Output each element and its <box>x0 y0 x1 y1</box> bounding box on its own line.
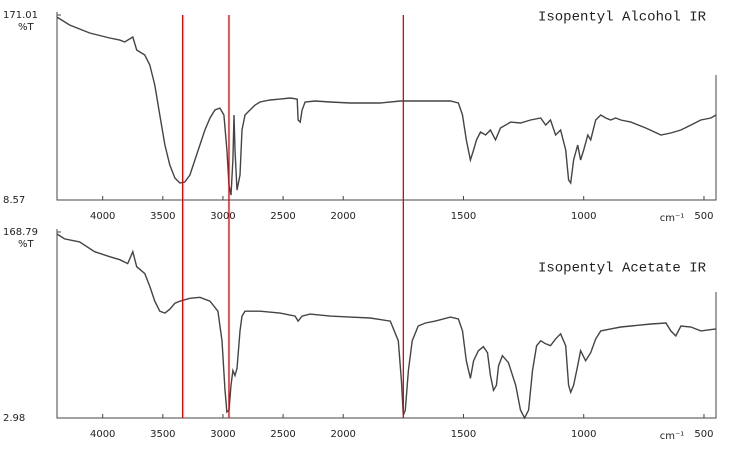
y-axis-label: %T <box>18 22 35 33</box>
x-tick-label: 1000 <box>571 429 596 440</box>
plot-frame <box>56 229 717 419</box>
chart-title: Isopentyl Alcohol IR <box>538 10 707 26</box>
y-tick-label: 8.57 <box>3 195 25 206</box>
y-axis-label: %T <box>18 239 35 250</box>
x-tick-label: 2500 <box>270 211 295 222</box>
y-tick-label: 171.01 <box>3 10 38 21</box>
y-tick-label: 2.98 <box>3 413 25 424</box>
x-tick-label: 500 <box>694 429 713 440</box>
plot-frame <box>56 12 717 201</box>
x-tick-label: 2000 <box>330 429 355 440</box>
x-tick-label: 2500 <box>270 429 295 440</box>
x-axis-label: cm⁻¹ <box>660 213 685 224</box>
spectrum-line <box>56 233 717 420</box>
x-tick-label: 3500 <box>150 429 175 440</box>
x-tick-label: 3000 <box>210 211 235 222</box>
x-tick-label: 3000 <box>210 429 235 440</box>
x-axis-label: cm⁻¹ <box>660 431 685 442</box>
x-tick-label: 1000 <box>571 211 596 222</box>
y-tick-label: 168.79 <box>3 227 38 238</box>
x-tick-label: 1500 <box>451 429 476 440</box>
x-tick-label: 1500 <box>451 211 476 222</box>
x-tick-label: 4000 <box>90 211 115 222</box>
x-tick-label: 500 <box>694 211 713 222</box>
x-tick-label: 3500 <box>150 211 175 222</box>
x-tick-label: 2000 <box>330 211 355 222</box>
chart-title: Isopentyl Acetate IR <box>538 261 707 277</box>
x-tick-label: 4000 <box>90 429 115 440</box>
spectrum-line <box>56 16 717 196</box>
